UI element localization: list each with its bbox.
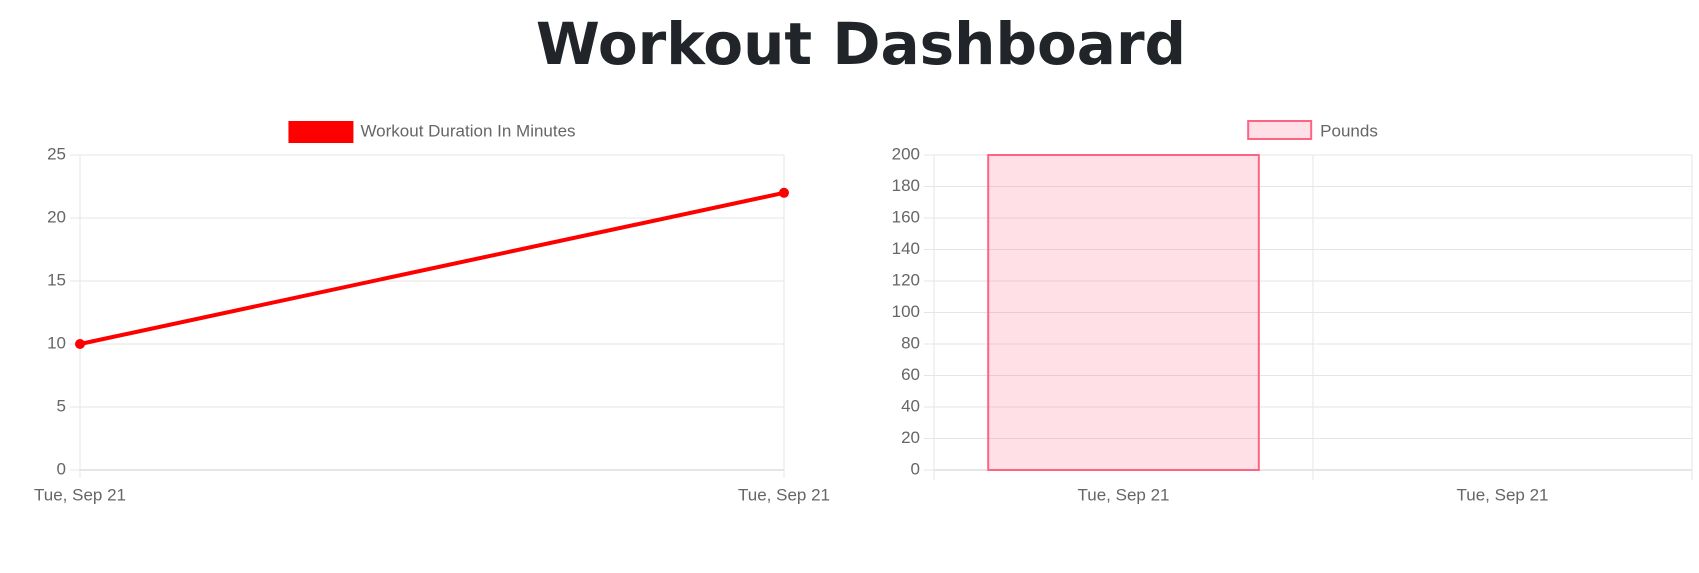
y-tick-label: 180 bbox=[892, 176, 920, 195]
y-tick-label: 5 bbox=[57, 396, 66, 415]
x-tick-label: Tue, Sep 21 bbox=[1078, 485, 1170, 504]
y-tick-label: 15 bbox=[47, 270, 66, 289]
legend-label: Workout Duration In Minutes bbox=[360, 121, 575, 140]
y-tick-label: 60 bbox=[901, 365, 920, 384]
x-tick-label: Tue, Sep 21 bbox=[34, 485, 126, 504]
y-tick-label: 25 bbox=[47, 144, 66, 163]
data-line bbox=[79, 190, 785, 346]
page-title: Workout Dashboard bbox=[536, 10, 1186, 78]
y-tick-label: 20 bbox=[47, 207, 66, 226]
legend-swatch bbox=[1247, 120, 1313, 140]
y-tick-label: 80 bbox=[901, 333, 920, 352]
data-point bbox=[75, 339, 85, 349]
y-tick-label: 100 bbox=[892, 302, 920, 321]
y-tick-label: 20 bbox=[901, 428, 920, 447]
data-point bbox=[779, 187, 789, 198]
y-tick-label: 120 bbox=[892, 270, 920, 289]
y-tick-label: 140 bbox=[892, 239, 920, 258]
y-tick-label: 0 bbox=[57, 459, 66, 478]
legend-label: Pounds bbox=[1320, 121, 1378, 140]
x-tick-label: Tue, Sep 21 bbox=[738, 485, 830, 504]
legend-swatch bbox=[288, 121, 354, 143]
y-tick-label: 200 bbox=[892, 144, 920, 163]
y-tick-label: 160 bbox=[892, 207, 920, 226]
bar bbox=[987, 154, 1260, 471]
y-tick-label: 10 bbox=[47, 333, 66, 352]
x-tick-label: Tue, Sep 21 bbox=[1457, 485, 1549, 504]
y-tick-label: 0 bbox=[911, 459, 920, 478]
y-tick-label: 40 bbox=[901, 396, 920, 415]
